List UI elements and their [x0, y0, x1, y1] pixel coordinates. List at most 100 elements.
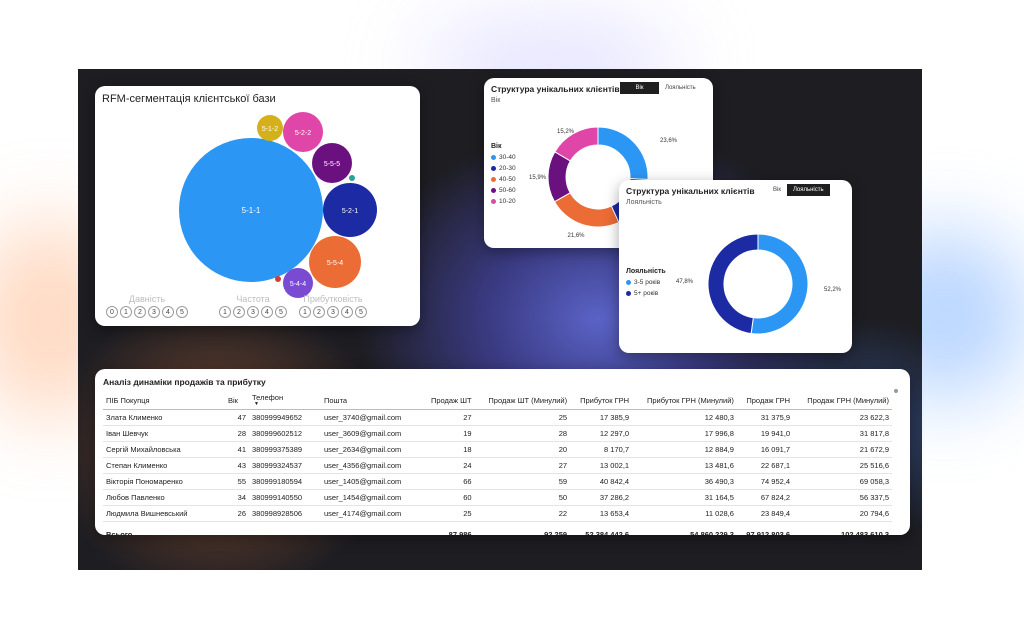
table-cell: Людмила Вишневський	[103, 505, 225, 522]
toggle-age-button[interactable]: Вік	[620, 82, 659, 94]
table-cell: 31 817,8	[793, 425, 892, 442]
slicer-option[interactable]: 4	[341, 306, 353, 318]
sales-table-card: Аналіз динаміки продажів та прибутку ПІБ…	[95, 369, 910, 535]
table-row[interactable]: Людмила Вишневський 26 380998928506 user_41…	[103, 505, 892, 522]
toggle-loyalty-button[interactable]: Лояльність	[659, 82, 702, 94]
donut-slice-10-20[interactable]	[554, 126, 599, 162]
table-cell: 24	[422, 457, 475, 474]
slicer-option[interactable]: 4	[261, 306, 273, 318]
donut-slice-3-5-років[interactable]	[750, 233, 809, 335]
table-cell: user_3740@gmail.com	[321, 409, 422, 426]
table-cell: 13 653,4	[570, 505, 633, 522]
table-row[interactable]: Злата Клименко 47 380999949652 user_3740@gm…	[103, 409, 892, 426]
table-cell: 74 952,4	[736, 473, 794, 490]
table-cell: user_3609@gmail.com	[321, 425, 422, 442]
table-cell: 55	[225, 473, 249, 490]
slicer-option[interactable]: 4	[162, 306, 174, 318]
legend-item[interactable]: 3-5 років	[626, 279, 666, 286]
bubble-5-5-4[interactable]	[309, 236, 361, 288]
table-header-row: ПІБ Покупця Вік Телефон ▼ Пошта Продаж ШТ…	[103, 391, 892, 410]
bubble-small-teal[interactable]	[349, 175, 355, 181]
slicer-option[interactable]: 1	[299, 306, 311, 318]
bubble-label: 5-5-5	[324, 161, 340, 168]
legend-item[interactable]: 20-30	[491, 165, 516, 172]
table-row[interactable]: Любов Павленко 34 380999140550 user_1454@gm…	[103, 489, 892, 506]
table-row[interactable]: Сергій Михайловська 41 380999375389 user_26…	[103, 441, 892, 458]
toggle-loyalty-button[interactable]: Лояльність	[786, 184, 830, 196]
legend-item[interactable]: 50-60	[491, 187, 516, 194]
column-header-qty-prev[interactable]: Продаж ШТ (Минулий)	[474, 391, 571, 410]
donut-data-label: 23,6%	[660, 138, 678, 144]
bubble-5-5-5[interactable]	[312, 143, 352, 183]
slicer-option[interactable]: 3	[148, 306, 160, 318]
table-row[interactable]: Степан Клименко 43 380999324537 user_4356@g…	[103, 457, 892, 474]
total-cell: 52 384 442,6	[570, 521, 633, 535]
legend-item[interactable]: 30-40	[491, 154, 516, 161]
table-cell: Любов Павленко	[103, 489, 225, 506]
column-header-profit-prev[interactable]: Прибуток ГРН (Минулий)	[632, 391, 737, 410]
donut-slice-40-50[interactable]	[553, 192, 620, 228]
table-cell: 17 996,8	[632, 425, 737, 442]
more-options-icon[interactable]	[894, 389, 898, 393]
column-header-age[interactable]: Вік	[225, 391, 249, 410]
total-cell: 54 860 229,3	[632, 521, 737, 535]
table-cell: Степан Клименко	[103, 457, 225, 474]
slicer-profitability: Прибутковість 1 2 3 4 5	[299, 294, 367, 318]
legend-label: 30-40	[499, 154, 516, 161]
slicer-option[interactable]: 2	[313, 306, 325, 318]
table-row[interactable]: Іван Шевчук 28 380999602512 user_3609@gmail…	[103, 425, 892, 442]
slicer-option[interactable]: 3	[247, 306, 259, 318]
table-cell: 59	[474, 473, 571, 490]
slicer-option[interactable]: 0	[106, 306, 118, 318]
total-cell: 92 259	[474, 521, 571, 535]
bubble-5-2-1[interactable]	[323, 183, 377, 237]
slicer-frequency: Частота 1 2 3 4 5	[219, 294, 287, 318]
legend-label: 40-50	[499, 176, 516, 183]
legend-item[interactable]: 10-20	[491, 198, 516, 205]
total-cell	[225, 521, 249, 535]
column-header-label: Телефон	[252, 393, 284, 402]
donut-slice-30-40[interactable]	[597, 126, 649, 181]
column-header-qty[interactable]: Продаж ШТ	[422, 391, 475, 410]
column-header-name[interactable]: ПІБ Покупця	[103, 391, 225, 410]
column-header-sales[interactable]: Продаж ГРН	[736, 391, 794, 410]
table-cell: Іван Шевчук	[103, 425, 225, 442]
table-cell: 37 286,2	[570, 489, 633, 506]
table-cell: user_1405@gmail.com	[321, 473, 422, 490]
bubble-5-1-2[interactable]	[257, 115, 283, 141]
column-header-phone[interactable]: Телефон ▼	[249, 391, 321, 410]
table-title: Аналіз динаміки продажів та прибутку	[103, 377, 266, 387]
table-cell: 13 481,6	[632, 457, 737, 474]
slicer-option[interactable]: 3	[327, 306, 339, 318]
slicer-option[interactable]: 2	[233, 306, 245, 318]
bubble-small-red[interactable]	[275, 276, 281, 282]
slicer-option[interactable]: 1	[120, 306, 132, 318]
donut-slice-5+-років[interactable]	[707, 233, 759, 335]
table-cell: 12 297,0	[570, 425, 633, 442]
table-cell: 25	[474, 409, 571, 426]
total-cell: 97 912 803,6	[736, 521, 794, 535]
sort-down-icon[interactable]: ▼	[254, 401, 259, 407]
table-cell: 13 002,1	[570, 457, 633, 474]
toggle-age-button[interactable]: Вік	[767, 184, 787, 196]
bubble-5-2-2[interactable]	[283, 112, 323, 152]
slicer-option[interactable]: 2	[134, 306, 146, 318]
bubble-5-4-4[interactable]	[283, 268, 313, 298]
column-header-sales-prev[interactable]: Продаж ГРН (Минулий)	[793, 391, 892, 410]
slicer-option[interactable]: 5	[176, 306, 188, 318]
column-header-email[interactable]: Пошта	[321, 391, 422, 410]
legend-swatch	[491, 177, 496, 182]
table-cell: 22	[474, 505, 571, 522]
table-cell: 40 842,4	[570, 473, 633, 490]
legend-item[interactable]: 40-50	[491, 176, 516, 183]
slicer-option[interactable]: 5	[275, 306, 287, 318]
slicer-option[interactable]: 5	[355, 306, 367, 318]
table-row[interactable]: Вікторія Пономаренко 55 380999180594 user_1…	[103, 473, 892, 490]
table-cell: Злата Клименко	[103, 409, 225, 426]
bubble-5-1-1[interactable]	[179, 138, 323, 282]
legend-item[interactable]: 5+ років	[626, 290, 666, 297]
chart-title: Структура унікальних клієнтів	[491, 84, 620, 94]
slicer-option[interactable]: 1	[219, 306, 231, 318]
total-cell: 87 986	[422, 521, 475, 535]
column-header-profit[interactable]: Прибуток ГРН	[570, 391, 633, 410]
